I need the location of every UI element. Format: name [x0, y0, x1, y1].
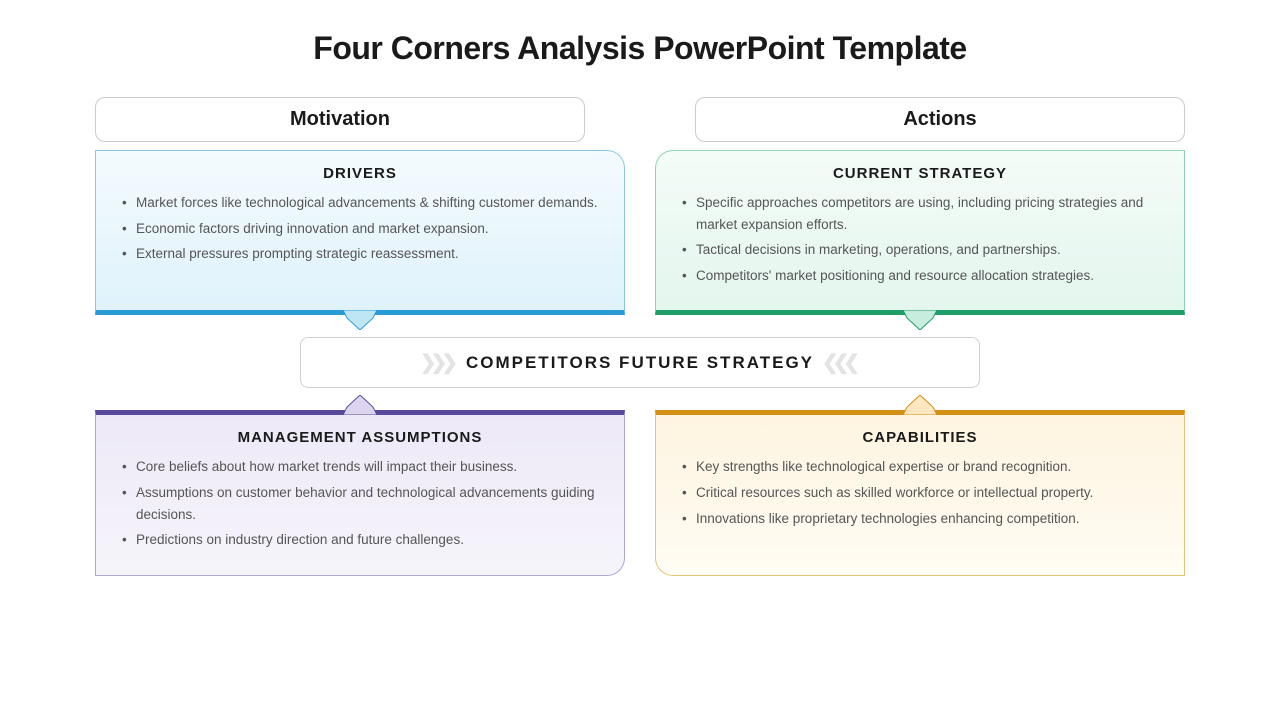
column-header-right: Actions — [695, 97, 1185, 142]
list-assumptions: Core beliefs about how market trends wil… — [122, 456, 598, 550]
list-item: Economic factors driving innovation and … — [122, 218, 598, 240]
box-title-drivers: DRIVERS — [122, 165, 598, 182]
four-corners-grid: Motivation Actions DRIVERS Market forces… — [70, 97, 1210, 576]
column-headers: Motivation Actions — [70, 97, 1210, 142]
box-title-capabilities: CAPABILITIES — [682, 429, 1158, 446]
list-item: Predictions on industry direction and fu… — [122, 529, 598, 551]
list-item: Market forces like technological advance… — [122, 192, 598, 214]
main-title: Four Corners Analysis PowerPoint Templat… — [70, 30, 1210, 67]
chevron-left-icon: ❯❯❯ — [828, 350, 860, 375]
box-current-strategy: CURRENT STRATEGY Specific approaches com… — [655, 150, 1185, 315]
bottom-row: MANAGEMENT ASSUMPTIONS Core beliefs abou… — [70, 410, 1210, 575]
arrow-down-icon — [903, 310, 937, 330]
list-item: Innovations like proprietary technologie… — [682, 508, 1158, 530]
top-row: DRIVERS Market forces like technological… — [70, 150, 1210, 315]
arrow-down-icon — [343, 310, 377, 330]
arrow-up-icon — [343, 395, 377, 415]
list-item: External pressures prompting strategic r… — [122, 243, 598, 265]
arrow-up-icon — [903, 395, 937, 415]
list-item: Core beliefs about how market trends wil… — [122, 456, 598, 478]
list-item: Competitors' market positioning and reso… — [682, 265, 1158, 287]
center-text: COMPETITORS FUTURE STRATEGY — [466, 353, 814, 373]
box-assumptions: MANAGEMENT ASSUMPTIONS Core beliefs abou… — [95, 410, 625, 575]
box-capabilities: CAPABILITIES Key strengths like technolo… — [655, 410, 1185, 575]
list-drivers: Market forces like technological advance… — [122, 192, 598, 265]
center-label: ❯❯❯ COMPETITORS FUTURE STRATEGY ❯❯❯ — [300, 337, 980, 388]
box-title-assumptions: MANAGEMENT ASSUMPTIONS — [122, 429, 598, 446]
column-header-left: Motivation — [95, 97, 585, 142]
list-item: Assumptions on customer behavior and tec… — [122, 482, 598, 525]
box-title-current-strategy: CURRENT STRATEGY — [682, 165, 1158, 182]
list-item: Tactical decisions in marketing, operati… — [682, 239, 1158, 261]
list-item: Key strengths like technological experti… — [682, 456, 1158, 478]
list-item: Specific approaches competitors are usin… — [682, 192, 1158, 235]
list-current-strategy: Specific approaches competitors are usin… — [682, 192, 1158, 286]
chevron-right-icon: ❯❯❯ — [420, 350, 452, 375]
box-drivers: DRIVERS Market forces like technological… — [95, 150, 625, 315]
list-capabilities: Key strengths like technological experti… — [682, 456, 1158, 529]
list-item: Critical resources such as skilled workf… — [682, 482, 1158, 504]
